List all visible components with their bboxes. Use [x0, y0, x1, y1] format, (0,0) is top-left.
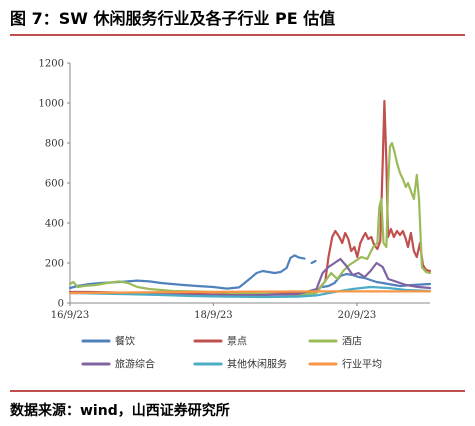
series-line-0	[310, 259, 317, 265]
legend-label-1: 景点	[227, 336, 247, 348]
y-tick-label: 400	[45, 219, 64, 230]
legend-label-0: 餐饮	[115, 335, 135, 348]
series-line-2	[68, 141, 432, 297]
series-line-5	[68, 290, 432, 295]
source-bar: 数据来源：wind，山西证券研究所	[10, 390, 465, 426]
plot-area: 0 200 400 600 800 1000 1200 16/9/23 18/9/23 20/9…	[39, 59, 432, 321]
series-lines	[68, 99, 432, 299]
y-tick-label: 800	[45, 139, 64, 150]
x-tick-label: 18/9/23	[194, 310, 233, 321]
y-tick-label: 200	[45, 259, 64, 270]
figure-title-bar: 图 7：SW 休闲服务行业及各子行业 PE 估值	[10, 0, 465, 36]
y-tick-label: 0	[58, 299, 64, 310]
pe-line-chart: 0 200 400 600 800 1000 1200 16/9/23 18/9/23 20/9…	[39, 59, 432, 371]
y-tick-label: 1200	[39, 59, 64, 70]
y-ticks: 0 200 400 600 800 1000 1200	[39, 59, 70, 310]
data-source: 数据来源：wind，山西证券研究所	[10, 403, 230, 419]
series-line-1	[68, 99, 432, 296]
figure-title: 图 7：SW 休闲服务行业及各子行业 PE 估值	[10, 9, 336, 28]
legend-label-5: 行业平均	[342, 358, 382, 371]
x-tick-label: 16/9/23	[51, 310, 90, 321]
series-line-4	[68, 285, 432, 299]
legend-label-2: 酒店	[342, 335, 362, 348]
legend-label-4: 其他休闲服务	[227, 358, 287, 371]
y-tick-label: 600	[45, 179, 64, 190]
y-tick-label: 1000	[39, 99, 64, 110]
legend-label-3: 旅游综合	[115, 358, 155, 371]
x-ticks: 16/9/23 18/9/23 20/9/23	[51, 303, 377, 321]
x-tick-label: 20/9/23	[338, 310, 377, 321]
